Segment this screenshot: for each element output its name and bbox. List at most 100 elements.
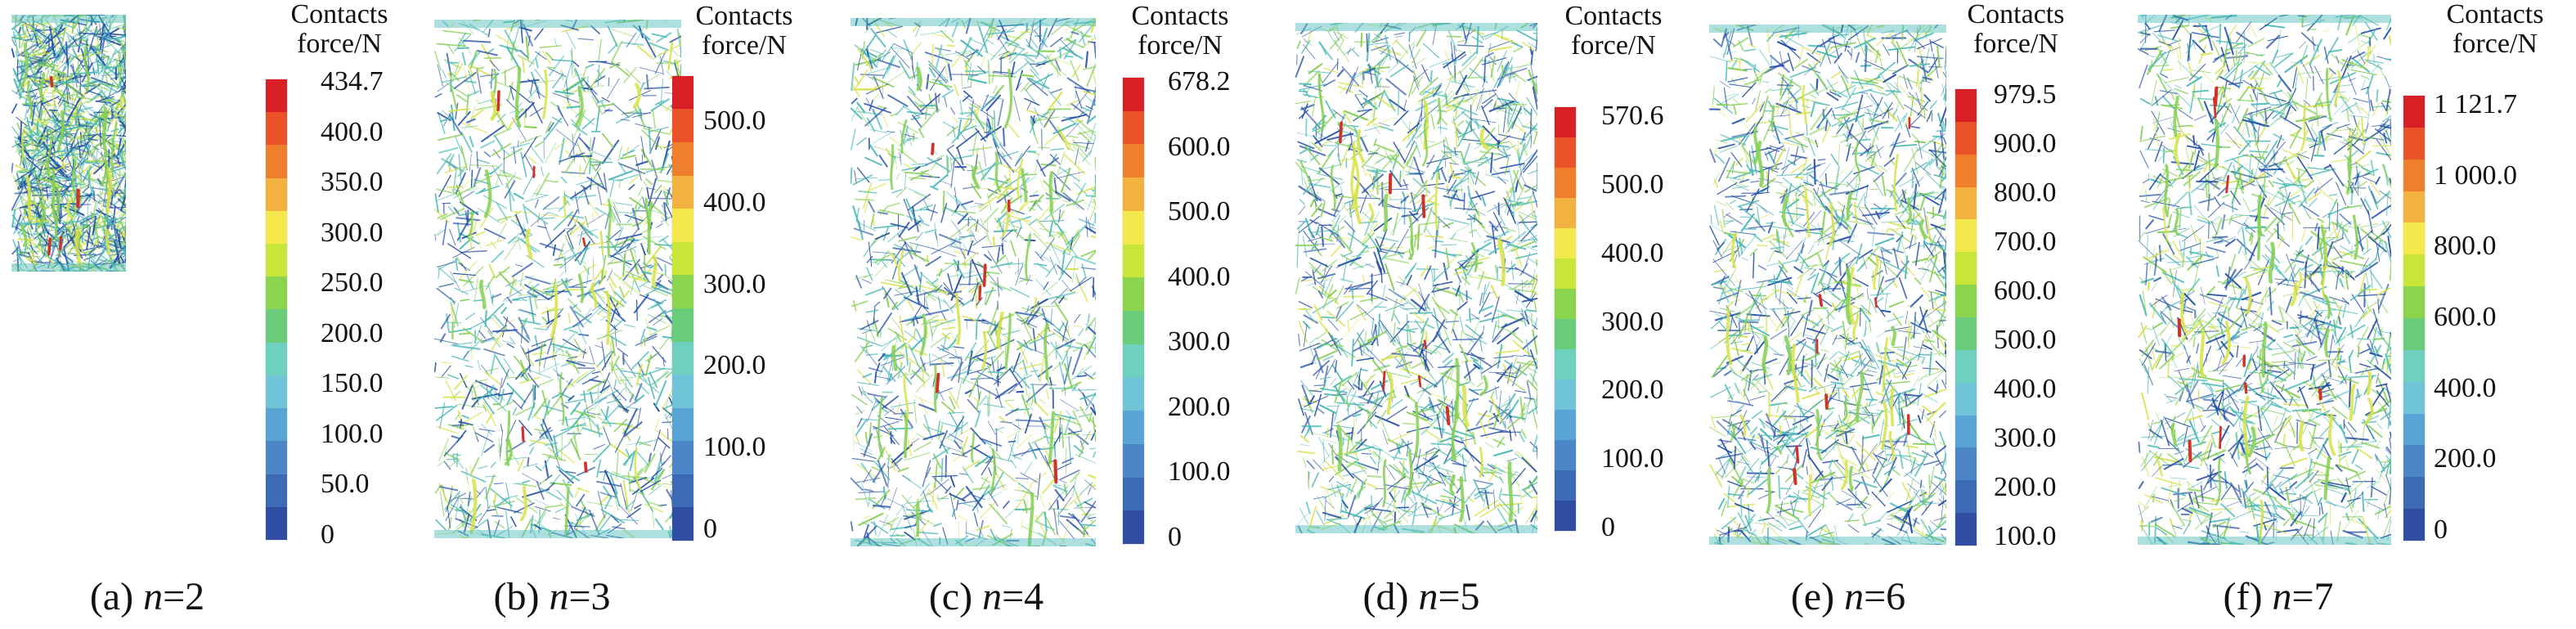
force-chain-segment-c-60 xyxy=(1080,30,1086,47)
force-chain-segment-b-331 xyxy=(524,206,548,225)
force-chain-segment-b-783 xyxy=(657,274,663,281)
force-chain-segment-c-946 xyxy=(856,525,877,546)
force-chain-segment-c-20 xyxy=(864,156,882,166)
force-chain-segment-b-1292 xyxy=(586,213,604,225)
force-chain-segment-c-1077 xyxy=(854,441,873,452)
force-chain-segment-a-1181 xyxy=(81,182,88,205)
force-chain-segment-a-810 xyxy=(14,267,31,272)
force-chain-segment-a-709 xyxy=(70,15,80,23)
force-chain-segment-c-509 xyxy=(867,75,875,81)
force-chain-segment-b-955 xyxy=(566,30,577,50)
force-chain-segment-b-185 xyxy=(537,225,547,229)
force-chain-segment-a-1338 xyxy=(73,89,88,115)
force-chain-segment-b-735 xyxy=(577,109,586,132)
force-chain-segment-b-653 xyxy=(595,389,619,403)
force-chain-segment-c-337 xyxy=(856,137,867,146)
strong-force-chain-c-24 xyxy=(1001,202,1010,238)
contact-force-network-b xyxy=(434,20,681,538)
force-chain-segment-b-149 xyxy=(608,443,631,460)
force-chain-segment-c-1048 xyxy=(965,486,983,509)
force-chain-segment-a-436 xyxy=(78,210,103,222)
force-chain-segment-b-1354 xyxy=(572,122,581,141)
force-chain-segment-b-1218 xyxy=(645,74,649,90)
force-chain-segment-b-288 xyxy=(494,520,505,529)
force-chain-segment-d-93 xyxy=(1323,365,1329,384)
force-chain-segment-c-859 xyxy=(940,344,949,351)
force-chain-segment-b-772 xyxy=(534,354,558,362)
force-chain-segment-c-964 xyxy=(979,438,1002,447)
force-chain-segment-a-671 xyxy=(44,15,59,17)
force-chain-segment-b-956 xyxy=(527,372,540,389)
force-chain-segment-b-1299 xyxy=(512,235,533,243)
strong-force-chain-a-1 xyxy=(110,121,118,180)
force-chain-segment-b-1314 xyxy=(458,332,472,335)
force-chain-segment-a-758 xyxy=(34,50,56,68)
force-chain-segment-c-167 xyxy=(1088,250,1096,261)
force-chain-segment-b-651 xyxy=(462,20,474,35)
force-chain-segment-c-719 xyxy=(850,477,864,492)
force-chain-segment-c-515 xyxy=(883,407,895,416)
force-chain-segment-b-1254 xyxy=(587,68,606,92)
force-chain-segment-b-1312 xyxy=(553,263,563,267)
force-chain-segment-d-157 xyxy=(1488,371,1517,374)
force-chain-segment-c-396 xyxy=(876,312,893,336)
force-chain-segment-c-916 xyxy=(1065,24,1090,38)
peak-force-chain-c-5 xyxy=(935,372,940,393)
force-chain-segment-c-1184 xyxy=(1076,375,1088,378)
force-chain-segment-b-145 xyxy=(495,171,501,186)
force-chain-segment-b-320 xyxy=(649,129,662,154)
force-chain-segment-c-1405 xyxy=(954,425,959,443)
force-chain-segment-b-1117 xyxy=(458,154,462,183)
force-chain-segment-b-1461 xyxy=(640,328,646,343)
force-chain-segment-b-769 xyxy=(496,201,509,221)
force-chain-segment-b-770 xyxy=(437,261,456,267)
force-chain-segment-a-518 xyxy=(61,220,81,224)
force-chain-segment-b-1070 xyxy=(610,40,623,64)
force-chain-segment-b-618 xyxy=(486,509,497,512)
force-chain-segment-c-134 xyxy=(1086,335,1096,355)
force-chain-segment-c-1369 xyxy=(931,278,939,285)
force-chain-segment-b-1275 xyxy=(517,235,522,250)
force-chain-segment-a-479 xyxy=(95,124,110,139)
force-chain-segment-b-622 xyxy=(530,80,534,95)
force-chain-segment-c-683 xyxy=(1063,483,1068,496)
force-chain-segment-c-293 xyxy=(951,245,979,254)
peak-force-chain-b-5 xyxy=(496,90,500,112)
force-chain-segment-b-1337 xyxy=(544,504,563,508)
force-chain-segment-c-982 xyxy=(949,357,963,359)
force-chain-segment-b-1265 xyxy=(493,149,501,159)
force-chain-segment-b-728 xyxy=(564,171,572,174)
force-chain-segment-c-810 xyxy=(873,109,882,130)
force-chain-segment-c-435 xyxy=(977,195,999,209)
sample-cylinder-d xyxy=(1295,23,1537,533)
force-chain-segment-a-827 xyxy=(52,243,57,257)
force-chain-segment-b-260 xyxy=(446,312,450,333)
force-chain-segment-c-1482 xyxy=(1043,422,1052,429)
force-chain-segment-c-1003 xyxy=(963,117,970,131)
force-chain-segment-b-1329 xyxy=(596,330,623,339)
force-chain-segment-c-1029 xyxy=(895,533,904,537)
force-chain-segment-b-143 xyxy=(524,276,551,285)
force-chain-segment-b-656 xyxy=(611,395,626,413)
force-chain-segment-d-150 xyxy=(1322,79,1336,88)
force-chain-segment-a-745 xyxy=(67,88,71,101)
force-chain-segment-c-911 xyxy=(934,231,938,240)
force-chain-segment-d-77 xyxy=(1361,231,1376,246)
force-chain-segment-c-1179 xyxy=(986,534,1010,546)
force-chain-segment-b-893 xyxy=(578,513,591,525)
force-chain-segment-a-1300 xyxy=(121,174,126,178)
force-chain-segment-a-360 xyxy=(79,225,92,228)
force-chain-segment-c-1038 xyxy=(895,106,905,115)
force-chain-segment-c-448 xyxy=(1009,443,1016,460)
force-chain-segment-c-1249 xyxy=(903,515,917,519)
force-chain-segment-a-1011 xyxy=(96,22,108,35)
force-chain-segment-b-577 xyxy=(616,111,640,124)
tick-label-c-3: 500.0 xyxy=(1168,196,1231,227)
force-chain-segment-b-876 xyxy=(656,32,672,43)
force-chain-segment-b-1451 xyxy=(644,503,663,513)
force-chain-segment-a-899 xyxy=(61,130,72,139)
force-chain-segment-d-85 xyxy=(1407,165,1425,173)
force-chain-segment-b-922 xyxy=(462,39,491,43)
force-chain-segment-b-1130 xyxy=(505,319,515,324)
force-chain-segment-b-1313 xyxy=(635,156,642,182)
